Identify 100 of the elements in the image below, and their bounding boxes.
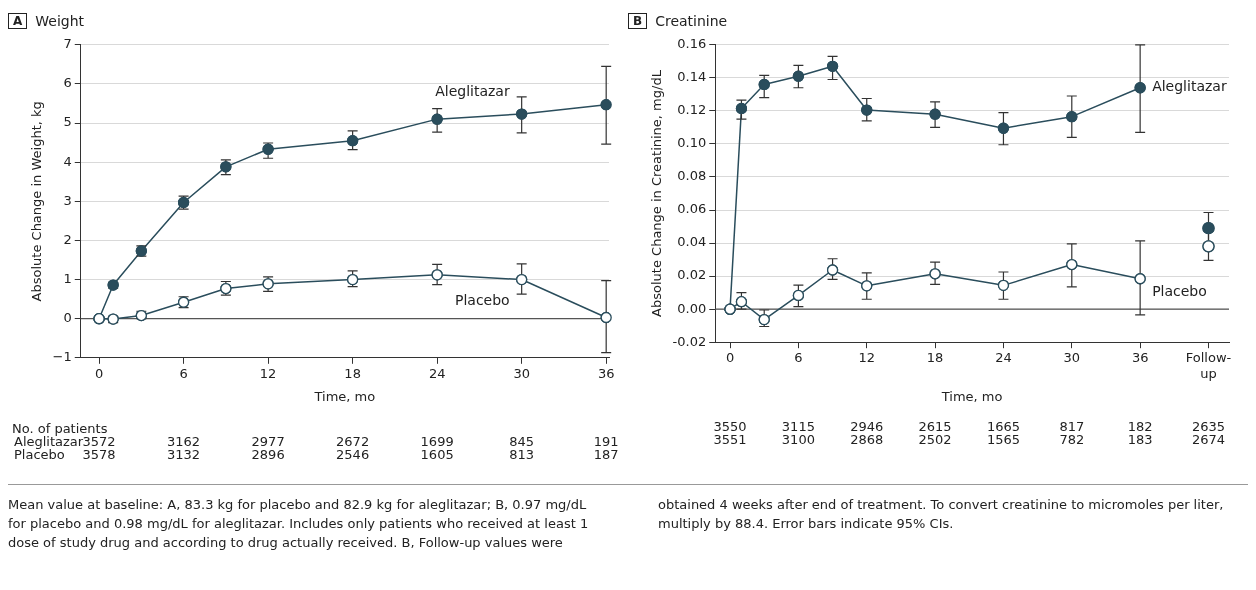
text: 3550 [713, 418, 747, 434]
text: 3162 [167, 434, 201, 450]
point [758, 313, 770, 326]
series-label: Aleglitazar [435, 82, 510, 99]
text: Mean value at baseline: A, 83.3 kg for placebo and 82.9 kg for aleglitazar; B, 0.97 mg/dL for placebo and 0.98 mg/dL for aleglitazar. Includes only patients who received at least 1 dose of study drug and according to drug actually received. B, Follow-up values were obtained 4 weeks after end of treatment. To convert creatinine to micromoles per liter, multiply by 88.4. Error bars indicate 95% CIs. [8, 497, 1224, 550]
text: 3572 [82, 434, 116, 450]
y-tick-label: 0.08 [677, 168, 707, 184]
y-tick-label: 6 [63, 75, 72, 91]
point [262, 143, 274, 155]
text: 191 [593, 434, 619, 450]
x-axis-title: Time, mo [313, 388, 376, 404]
x-axis-title: Time, mo [940, 388, 1003, 404]
y-axis-title: Absolute Change in Creatinine, mg/dL [649, 69, 665, 317]
text: 2615 [918, 418, 952, 434]
point [516, 108, 528, 120]
point [1134, 273, 1146, 285]
y-tick-label: 0.04 [677, 234, 707, 250]
x-tick-label: 6 [794, 350, 803, 366]
point [431, 113, 443, 125]
point [826, 60, 839, 72]
point [826, 264, 839, 276]
y-tick-label: 4 [63, 153, 72, 169]
text: 3578 [82, 447, 116, 463]
series-label: Placebo [1152, 283, 1207, 300]
point [929, 108, 941, 120]
point [516, 273, 528, 286]
text: 3551 [713, 431, 747, 447]
text: 2896 [251, 447, 285, 463]
y-tick-label: 1 [63, 270, 72, 286]
y-tick-label: 0.12 [677, 102, 707, 118]
y-tick-label: 0.16 [677, 36, 707, 52]
y-tick-label: -0.02 [672, 333, 707, 349]
text: 2977 [251, 434, 285, 450]
x-tick-label: 36 [1131, 350, 1149, 366]
text: 3100 [781, 431, 815, 447]
text: 2868 [850, 431, 884, 447]
y-tick-label: 0.10 [677, 135, 707, 151]
text: 3115 [781, 418, 815, 434]
x-tick-label: 0 [94, 365, 104, 381]
x-tick-label: 18 [926, 350, 944, 366]
text: 1565 [986, 431, 1020, 447]
series-label: Placebo [454, 292, 510, 309]
x-tick-label: 30 [513, 365, 530, 381]
text: 187 [593, 447, 619, 463]
x-tick-label: 36 [597, 365, 615, 381]
text: 817 [1059, 418, 1085, 434]
text: 2672 [336, 434, 370, 450]
text: 2674 [1191, 431, 1226, 447]
y-tick-label: 0 [63, 310, 72, 326]
x-tick-label: 30 [1063, 350, 1081, 366]
point [758, 78, 770, 91]
y-tick-label: 0.14 [677, 69, 707, 85]
chart-title: A Weight [12, 13, 85, 29]
point [792, 289, 805, 302]
text: 3132 [167, 447, 201, 463]
y-tick-label: 7 [63, 36, 72, 52]
text: 2635 [1191, 418, 1226, 434]
y-tick-label: 2 [63, 231, 72, 247]
point [997, 122, 1010, 134]
x-tick-label: 18 [344, 365, 361, 381]
y-tick-label: 0.02 [677, 267, 707, 283]
x-tick-label: 12 [259, 365, 277, 381]
y-tick-label: 0.06 [677, 201, 707, 217]
text: 813 [509, 447, 535, 463]
x-tick-label: 24 [995, 350, 1012, 366]
point [929, 268, 941, 280]
point [861, 280, 873, 292]
text: 1665 [986, 418, 1020, 434]
point [1202, 222, 1215, 235]
text: 2502 [918, 431, 952, 447]
y-tick-label: 3 [63, 192, 72, 208]
y-tick-label: 0.00 [677, 300, 707, 316]
text: 2946 [850, 418, 884, 434]
y-tick-label: −1 [52, 349, 72, 365]
text: 845 [509, 434, 535, 450]
text: 782 [1059, 431, 1085, 447]
x-tick-label: 0 [725, 350, 735, 366]
x-tick-label: 6 [179, 365, 188, 381]
point [431, 269, 443, 281]
x-tick-label: Follow-up [1185, 350, 1232, 381]
point [1134, 82, 1146, 94]
point [792, 70, 805, 82]
y-tick-label: 5 [63, 114, 72, 130]
point [346, 135, 359, 147]
point [861, 104, 873, 116]
point [997, 279, 1010, 292]
text: 1699 [420, 434, 454, 450]
text: 2546 [336, 447, 370, 463]
text: 182 [1127, 418, 1153, 434]
x-tick-label: 12 [858, 350, 876, 366]
point [1202, 240, 1215, 253]
point [1066, 111, 1078, 123]
x-tick-label: 24 [428, 365, 446, 381]
text: 183 [1127, 431, 1153, 447]
text: 1605 [420, 447, 454, 463]
point [1066, 258, 1078, 271]
point [735, 296, 748, 308]
y-axis-title: Absolute Change in Weight, kg [29, 101, 45, 302]
chart-title: B Creatinine [632, 13, 728, 29]
point [735, 102, 748, 115]
